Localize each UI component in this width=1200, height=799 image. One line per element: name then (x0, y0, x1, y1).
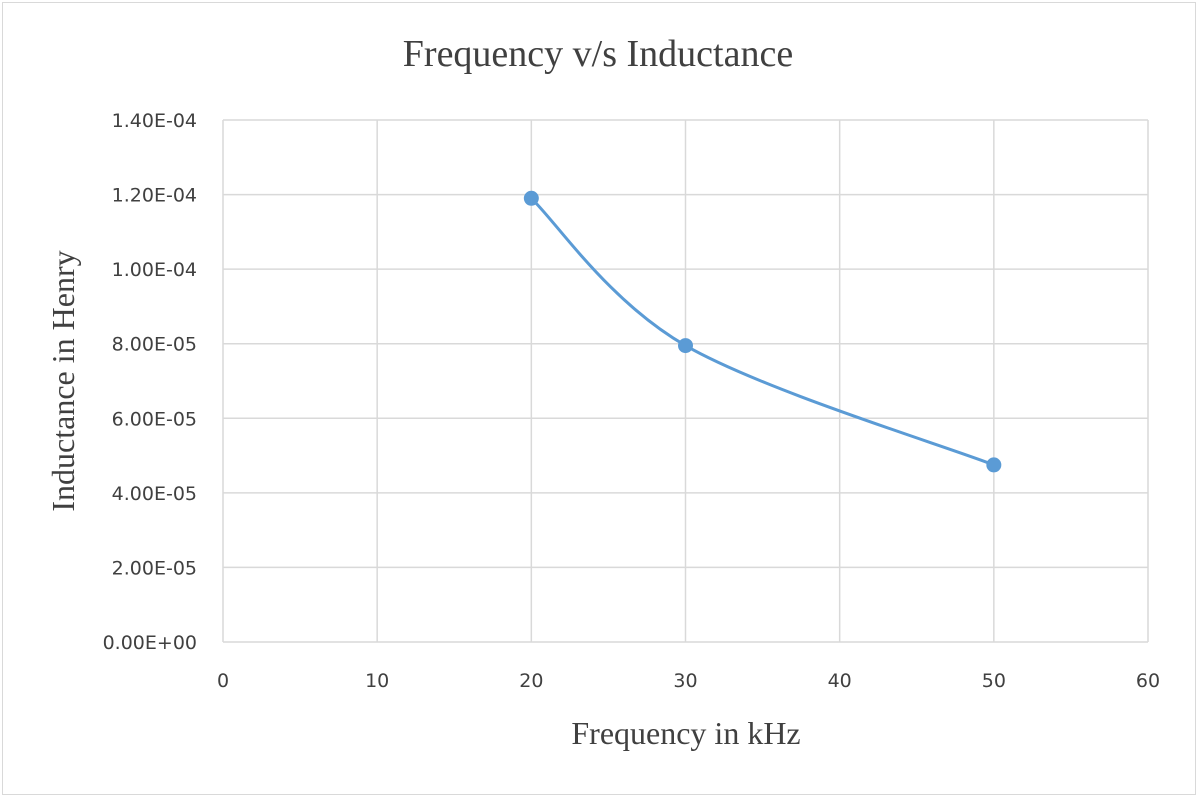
y-tick-label: 1.00E-04 (112, 259, 197, 281)
x-tick-label: 20 (519, 670, 543, 692)
gridlines (222, 119, 1149, 643)
y-tick-label: 1.20E-04 (112, 185, 197, 207)
x-tick-label: 60 (1136, 670, 1160, 692)
x-axis-title: Frequency in kHz (571, 715, 800, 751)
x-tick-label: 40 (828, 670, 852, 692)
x-tick-label: 0 (217, 670, 229, 692)
y-tick-label: 4.00E-05 (112, 483, 197, 505)
data-point-0 (523, 190, 539, 206)
data-point-1 (678, 338, 693, 354)
y-tick-label: 2.00E-05 (112, 557, 197, 579)
series-layer (523, 190, 1002, 473)
chart-title: Frequency v/s Inductance (403, 33, 793, 75)
series-line-0 (529, 196, 996, 467)
y-tick-label: 1.40E-04 (112, 110, 197, 132)
x-tick-label: 10 (365, 670, 389, 692)
data-point-2 (986, 457, 1002, 473)
y-tick-label: 0.00E+00 (103, 632, 197, 654)
y-tick-label: 6.00E-05 (112, 408, 197, 430)
y-tick-labels: 0.00E+00 2.00E-05 4.00E-05 6.00E-05 8.00E-05… (103, 110, 197, 654)
x-tick-label: 50 (982, 670, 1006, 692)
x-tick-labels: 0 10 20 30 40 50 60 (217, 670, 1160, 692)
y-axis-title: Inductance in Henry (45, 250, 81, 511)
x-tick-label: 30 (673, 670, 697, 692)
y-tick-label: 8.00E-05 (112, 334, 197, 356)
